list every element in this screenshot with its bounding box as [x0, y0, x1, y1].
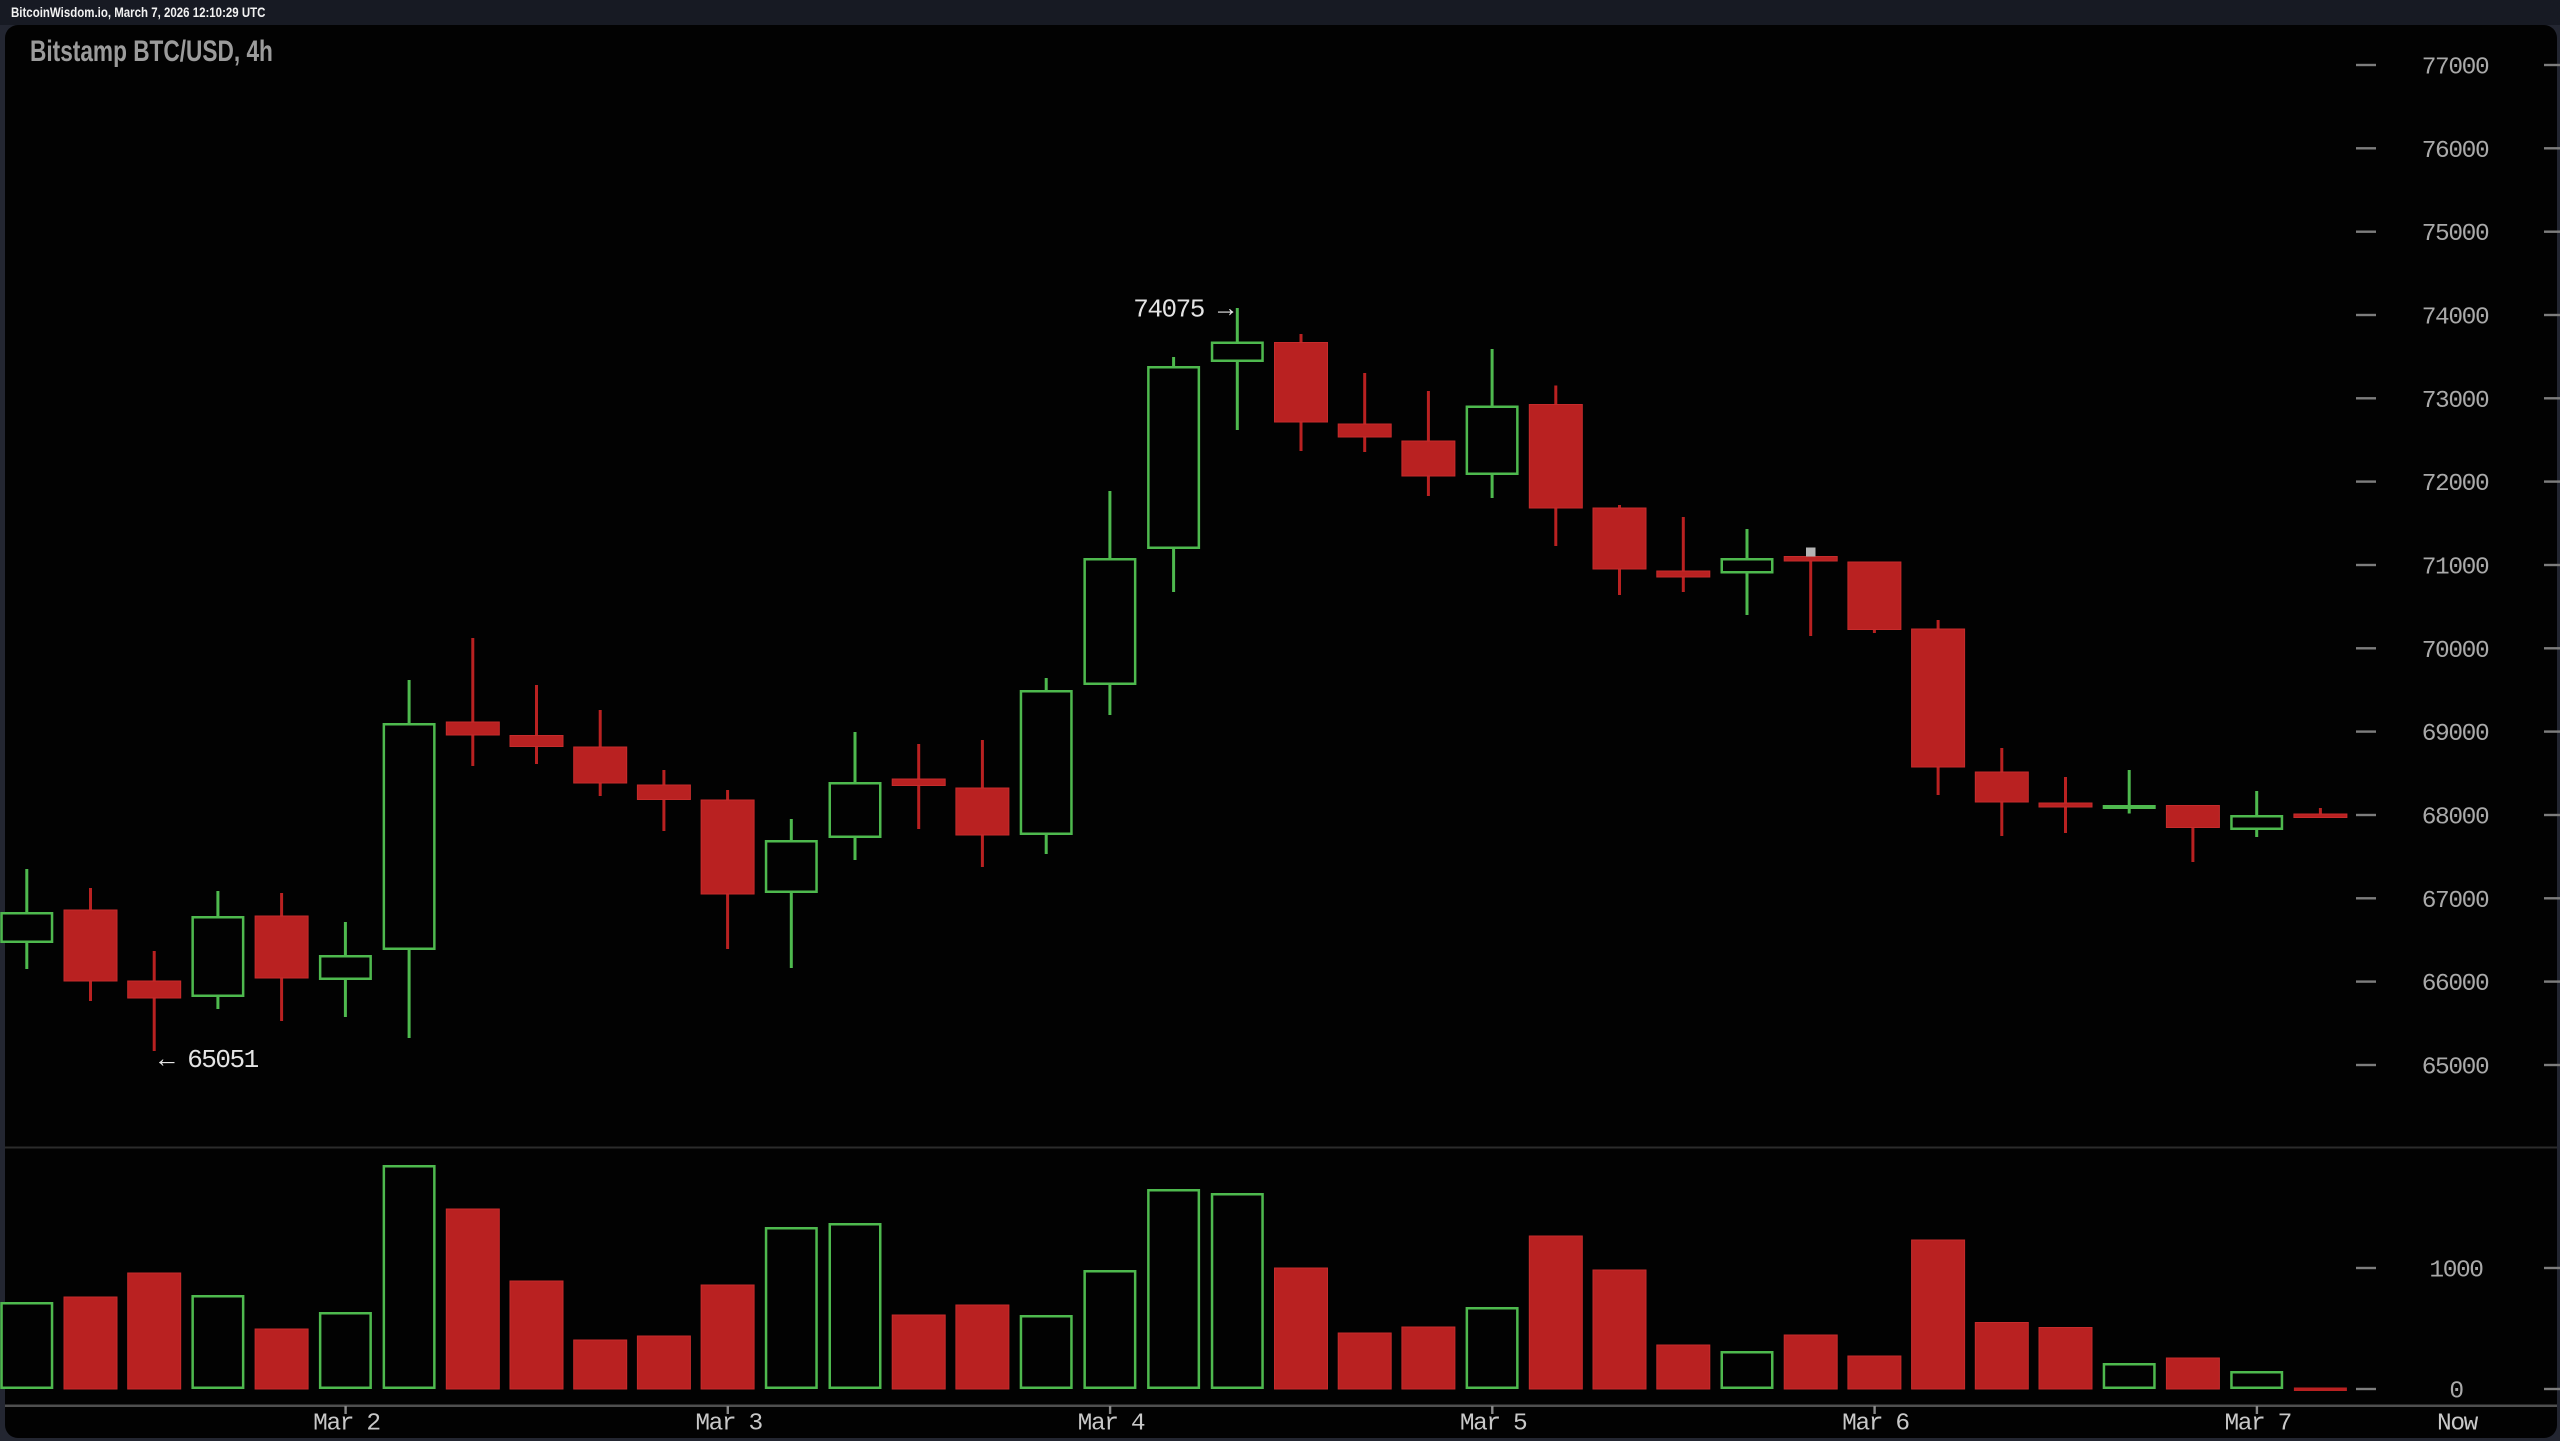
svg-text:74075 →: 74075 →	[1133, 295, 1234, 325]
svg-text:Mar 6: Mar 6	[1842, 1411, 1909, 1438]
svg-text:66000: 66000	[2422, 971, 2489, 998]
svg-text:Mar 4: Mar 4	[1078, 1411, 1145, 1438]
svg-text:0: 0	[2449, 1379, 2463, 1406]
svg-text:Mar 3: Mar 3	[695, 1411, 762, 1438]
svg-text:Mar 7: Mar 7	[2224, 1411, 2291, 1438]
svg-text:71000: 71000	[2422, 555, 2489, 582]
svg-text:1000: 1000	[2429, 1258, 2483, 1285]
svg-text:Mar 5: Mar 5	[1460, 1411, 1527, 1438]
svg-text:65000: 65000	[2422, 1055, 2489, 1082]
svg-text:← 65051: ← 65051	[159, 1045, 259, 1075]
svg-text:76000: 76000	[2422, 138, 2489, 165]
svg-text:67000: 67000	[2422, 888, 2489, 915]
svg-text:70000: 70000	[2422, 638, 2489, 665]
svg-text:74000: 74000	[2422, 305, 2489, 332]
svg-text:Mar 2: Mar 2	[313, 1411, 380, 1438]
svg-text:77000: 77000	[2422, 55, 2489, 82]
svg-text:68000: 68000	[2422, 805, 2489, 832]
svg-text:75000: 75000	[2422, 221, 2489, 248]
svg-text:69000: 69000	[2422, 721, 2489, 748]
svg-text:Now: Now	[2437, 1411, 2479, 1438]
svg-text:73000: 73000	[2422, 388, 2489, 415]
svg-text:72000: 72000	[2422, 471, 2489, 498]
